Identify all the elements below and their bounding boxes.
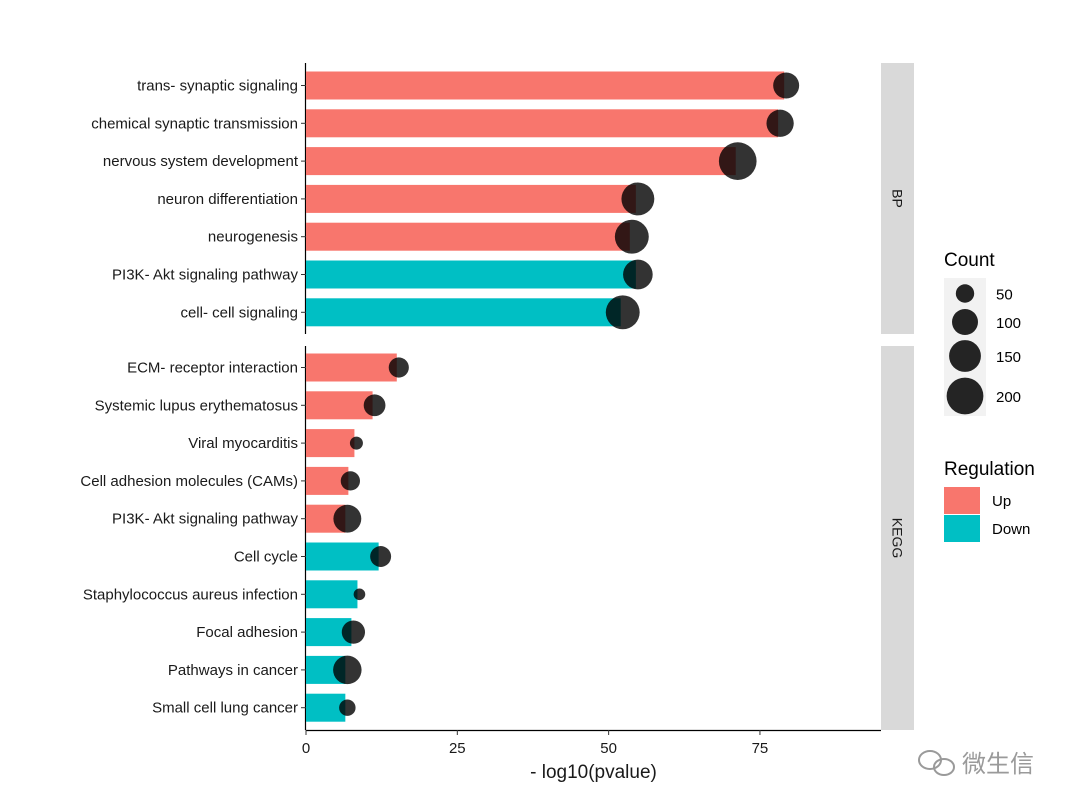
count-point <box>341 620 366 644</box>
category-label: nervous system development <box>103 153 299 170</box>
bar <box>306 147 736 176</box>
bar <box>306 184 636 213</box>
count-point <box>349 436 363 450</box>
legend-count-title: Count <box>944 250 995 271</box>
wechat-icon <box>918 750 955 776</box>
count-point <box>333 655 362 685</box>
x-tick-label: 25 <box>449 740 466 757</box>
legend-regulation-label: Down <box>992 521 1030 538</box>
count-point <box>614 219 649 254</box>
legend-count-label: 150 <box>996 349 1021 366</box>
count-point <box>623 259 653 290</box>
category-label: Small cell lung cancer <box>152 700 298 717</box>
category-label: Systemic lupus erythematosus <box>95 397 298 414</box>
count-point <box>766 109 794 137</box>
legend-regulation-swatch-down <box>944 515 980 542</box>
count-point <box>773 72 800 99</box>
facet-strip-label: KEGG <box>890 518 906 558</box>
facet-strip-label: BP <box>890 189 906 208</box>
watermark-text: 微生信 <box>962 750 1034 778</box>
count-point <box>388 357 409 378</box>
x-axis-title: - log10(pvalue) <box>530 762 657 783</box>
category-label: Focal adhesion <box>196 624 298 641</box>
category-label: Staphylococcus aureus infection <box>83 586 298 603</box>
bar <box>306 222 630 251</box>
legend-count-label: 200 <box>996 389 1021 406</box>
bar <box>306 298 621 327</box>
legend-count-point <box>955 284 975 303</box>
facet-strip-kegg <box>881 346 914 730</box>
legend-count-point <box>946 377 984 415</box>
bar <box>306 693 346 722</box>
x-tick-label: 75 <box>752 740 769 757</box>
count-point <box>340 471 361 491</box>
bar <box>306 391 373 420</box>
category-label: neuron differentiation <box>157 191 298 208</box>
legend-regulation-title: Regulation <box>944 459 1035 480</box>
category-label: trans- synaptic signaling <box>137 78 298 95</box>
category-label: ECM- receptor interaction <box>127 360 298 377</box>
bar <box>306 260 636 289</box>
facet-strip-bp <box>881 63 914 334</box>
category-label: Cell cycle <box>234 549 298 566</box>
legend-regulation-swatch-up <box>944 487 980 514</box>
legend-count-label: 100 <box>996 315 1021 332</box>
bar <box>306 109 779 138</box>
bar <box>306 542 379 571</box>
count-point <box>339 699 356 716</box>
count-point <box>605 295 640 330</box>
count-point <box>370 546 392 567</box>
bar <box>306 580 358 609</box>
legend-count-label: 50 <box>996 287 1013 304</box>
legend-regulation-label: Up <box>992 493 1011 510</box>
category-label: cell- cell signaling <box>180 304 298 321</box>
watermark: 微生信 <box>918 750 1034 778</box>
category-label: Cell adhesion molecules (CAMs) <box>80 473 298 490</box>
category-label: chemical synaptic transmission <box>91 115 298 132</box>
bar <box>306 429 355 458</box>
bar <box>306 71 785 100</box>
bar <box>306 353 397 382</box>
count-point <box>363 394 386 417</box>
legend-count-point <box>949 340 981 372</box>
count-point <box>718 142 757 180</box>
category-label: PI3K- Akt signaling pathway <box>112 267 298 284</box>
legend-count-point <box>952 309 978 335</box>
count-point <box>353 588 366 601</box>
count-point <box>621 182 655 216</box>
category-label: PI3K- Akt signaling pathway <box>112 511 298 528</box>
category-label: neurogenesis <box>208 229 298 246</box>
count-point <box>333 504 362 533</box>
x-tick-label: 0 <box>302 740 310 757</box>
x-tick-label: 50 <box>600 740 617 757</box>
category-label: Viral myocarditis <box>188 435 298 452</box>
category-label: Pathways in cancer <box>168 662 298 679</box>
